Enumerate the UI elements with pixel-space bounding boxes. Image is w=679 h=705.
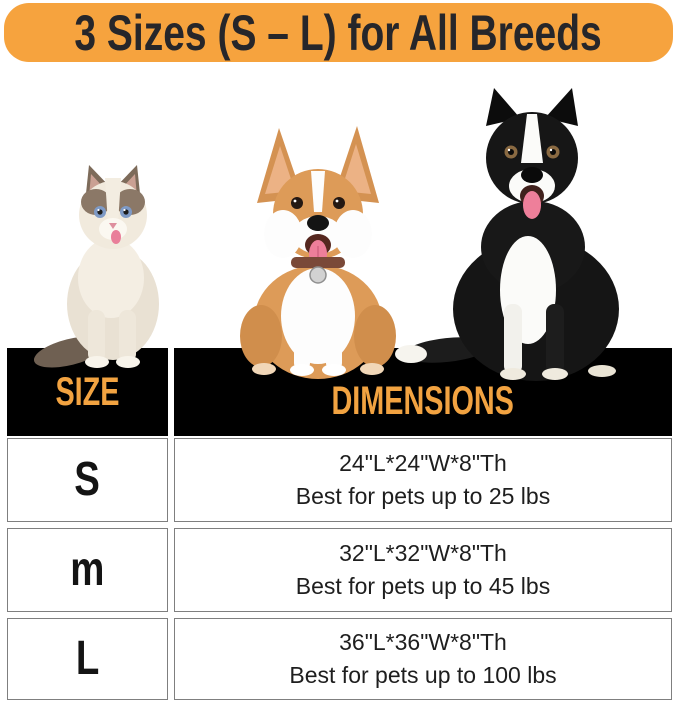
size-label-m: m [70,543,105,596]
table-row-l-size-cell: L [7,618,168,700]
dimensions-value-l: 36"L*36"W*8"Th [339,629,507,656]
table-header-size-cell: SIZE [7,348,168,436]
table-row-m-dimensions-cell: 32"L*32"W*8"Th Best for pets up to 45 lb… [174,528,672,612]
size-label-l: L [75,632,100,685]
table-header-dimensions-cell: DIMENSIONS [174,348,672,436]
weight-note-m: Best for pets up to 45 lbs [295,572,551,599]
size-label-s: S [74,453,101,506]
table-row-l-dimensions-cell: 36"L*36"W*8"Th Best for pets up to 100 l… [174,618,672,700]
cat-image [33,165,159,368]
title-banner: 3 Sizes (S – L) for All Breeds [4,3,673,62]
dimensions-value-m: 32"L*32"W*8"Th [339,540,507,567]
corgi-image [240,126,396,379]
dimensions-column-header: DIMENSIONS [331,379,515,423]
size-column-header: SIZE [55,370,120,414]
page-title: 3 Sizes (S – L) for All Breeds [74,4,603,61]
dimensions-value-s: 24"L*24"W*8"Th [339,450,507,477]
weight-note-s: Best for pets up to 25 lbs [295,482,551,509]
table-row-m-size-cell: m [7,528,168,612]
table-row-s-dimensions-cell: 24"L*24"W*8"Th Best for pets up to 25 lb… [174,438,672,522]
weight-note-l: Best for pets up to 100 lbs [289,661,557,688]
border-collie-image [395,88,619,381]
table-row-s-size-cell: S [7,438,168,522]
